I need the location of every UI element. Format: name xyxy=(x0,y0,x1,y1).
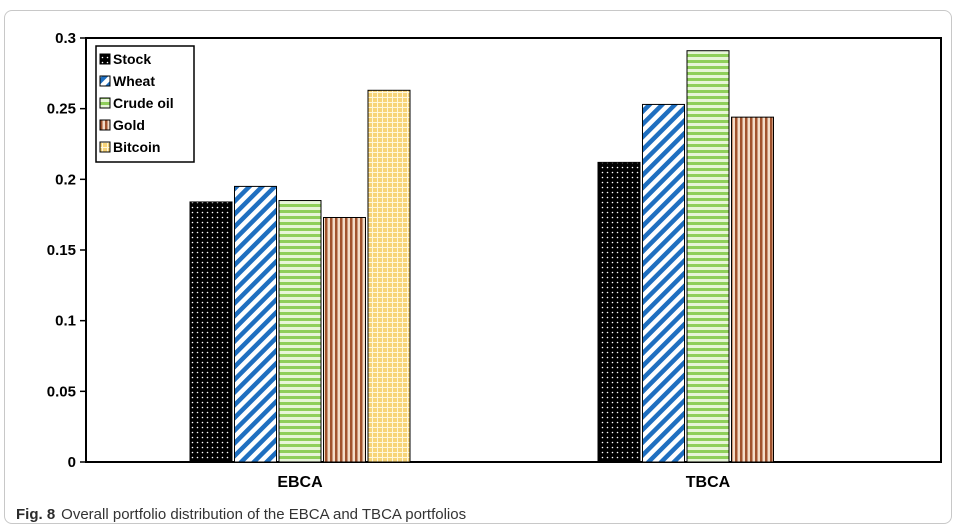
y-tick-label: 0 xyxy=(68,454,76,471)
figure-caption: Fig. 8 Overall portfolio distribution of … xyxy=(16,506,466,523)
bar-wheat-tbca xyxy=(642,103,685,463)
x-axis: EBCA TBCA xyxy=(277,474,730,491)
y-tick-label: 0.1 xyxy=(55,313,76,330)
y-tick-label: 0.3 xyxy=(55,30,76,47)
bar-bitcoin-ebca xyxy=(367,89,411,463)
y-tick-label: 0.2 xyxy=(55,171,76,188)
y-tick-label: 0.05 xyxy=(47,383,76,400)
figure-number: Fig. 8 xyxy=(16,506,56,523)
bar-crude-oil-ebca xyxy=(278,200,322,463)
legend-label: Crude oil xyxy=(113,95,174,111)
bars xyxy=(189,50,774,463)
bar-gold-tbca xyxy=(731,116,774,463)
legend-label: Stock xyxy=(113,51,151,67)
y-tick-label: 0.15 xyxy=(47,242,76,259)
legend-swatch xyxy=(99,119,111,131)
legend-swatch xyxy=(99,53,111,65)
figure-frame xyxy=(4,10,952,524)
bar-crude-oil-tbca xyxy=(686,50,730,463)
legend: Stock Wheat Crude oil Gold Bitcoin xyxy=(95,45,195,163)
y-tick-label: 0.25 xyxy=(47,101,76,118)
legend-swatch xyxy=(99,141,111,153)
y-axis: 0 0.05 0.1 0.15 0.2 0.25 0.3 xyxy=(47,30,86,471)
bar-gold-ebca xyxy=(323,216,366,463)
legend-swatch xyxy=(99,97,111,109)
legend-label: Bitcoin xyxy=(113,139,160,155)
bar-stock-tbca xyxy=(597,161,641,463)
legend-swatch xyxy=(99,75,111,87)
legend-label: Wheat xyxy=(113,73,155,89)
bar-wheat-ebca xyxy=(234,185,277,463)
legend-box xyxy=(95,45,195,163)
legend-label: Gold xyxy=(113,117,145,133)
bar-stock-ebca xyxy=(189,201,233,463)
x-category-label: TBCA xyxy=(686,474,731,491)
x-category-label: EBCA xyxy=(277,474,323,491)
figure-caption-text: Overall portfolio distribution of the EB… xyxy=(61,506,467,523)
